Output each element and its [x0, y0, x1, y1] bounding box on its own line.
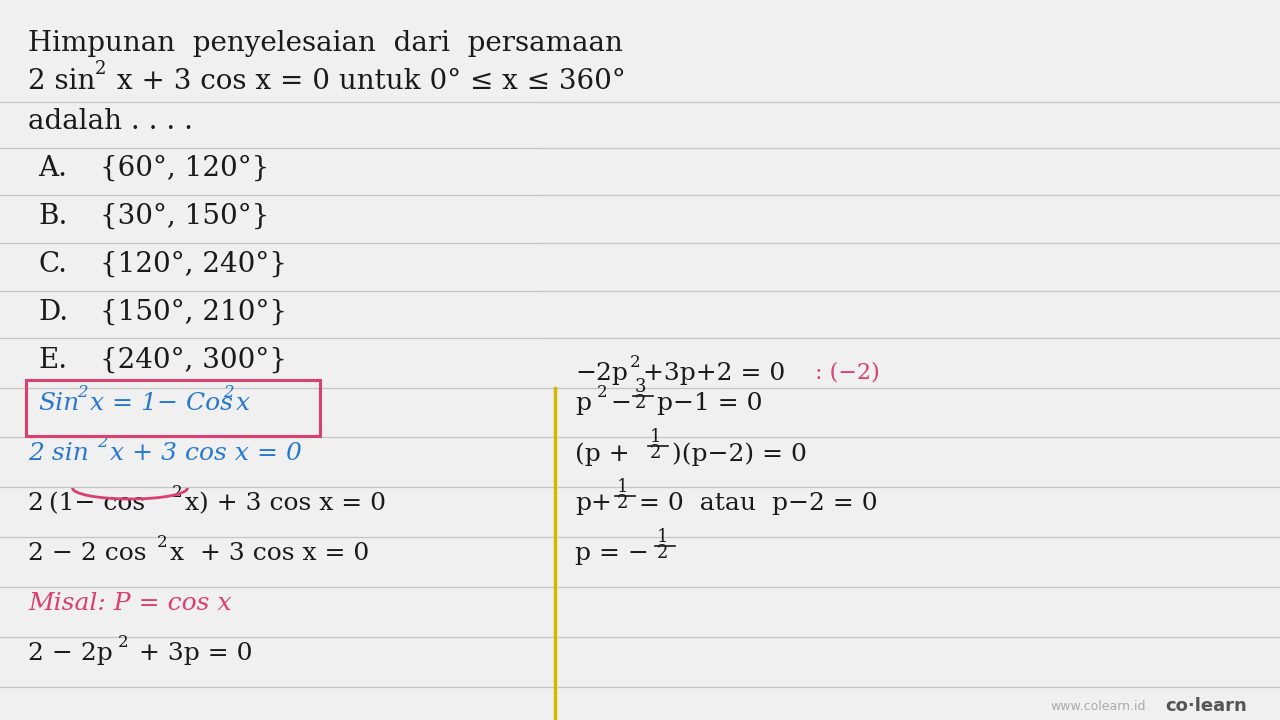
- Text: 2: 2: [77, 384, 87, 401]
- Text: {60°, 120°}: {60°, 120°}: [100, 155, 269, 182]
- Text: )(p−2) = 0: )(p−2) = 0: [672, 442, 806, 466]
- Text: x = 1− Cos: x = 1− Cos: [90, 392, 233, 415]
- Text: x + 3 cos x = 0: x + 3 cos x = 0: [110, 442, 302, 465]
- Text: −: −: [611, 392, 631, 415]
- Text: co·learn: co·learn: [1165, 697, 1247, 715]
- Text: 2: 2: [172, 484, 183, 501]
- Text: 2: 2: [596, 384, 608, 401]
- Text: 2 (1− cos: 2 (1− cos: [28, 492, 145, 515]
- Text: x: x: [236, 392, 250, 415]
- Text: D.: D.: [38, 299, 68, 326]
- Text: Himpunan  penyelesaian  dari  persamaan: Himpunan penyelesaian dari persamaan: [28, 30, 623, 57]
- Text: 2: 2: [157, 534, 168, 551]
- Text: x + 3 cos x = 0 untuk 0° ≤ x ≤ 360°: x + 3 cos x = 0 untuk 0° ≤ x ≤ 360°: [108, 68, 626, 95]
- Text: C.: C.: [38, 251, 67, 278]
- Text: 3: 3: [635, 378, 646, 396]
- Text: x) + 3 cos x = 0: x) + 3 cos x = 0: [186, 492, 387, 515]
- Text: p+: p+: [575, 492, 612, 515]
- Text: 2 − 2p: 2 − 2p: [28, 642, 113, 665]
- Text: {240°, 300°}: {240°, 300°}: [100, 347, 287, 374]
- Text: Sin: Sin: [38, 392, 79, 415]
- Text: 1: 1: [617, 478, 628, 496]
- Text: E.: E.: [38, 347, 67, 374]
- Text: 2: 2: [223, 384, 234, 401]
- Text: 2: 2: [617, 494, 628, 512]
- Text: 2: 2: [650, 444, 662, 462]
- Text: x  + 3 cos x = 0: x + 3 cos x = 0: [170, 542, 369, 565]
- Text: 1: 1: [650, 428, 662, 446]
- Text: +3p+2 = 0: +3p+2 = 0: [643, 362, 785, 385]
- Text: A.: A.: [38, 155, 67, 182]
- Text: 2: 2: [95, 60, 106, 78]
- Text: 2: 2: [118, 634, 128, 651]
- Text: 2: 2: [97, 434, 108, 451]
- Text: B.: B.: [38, 203, 68, 230]
- Text: 2: 2: [657, 544, 668, 562]
- Text: −2p: −2p: [575, 362, 628, 385]
- Text: {120°, 240°}: {120°, 240°}: [100, 251, 287, 278]
- Text: p: p: [575, 392, 591, 415]
- Text: adalah . . . .: adalah . . . .: [28, 108, 193, 135]
- Text: www.colearn.id: www.colearn.id: [1050, 700, 1146, 713]
- Text: 1: 1: [657, 528, 668, 546]
- Text: {30°, 150°}: {30°, 150°}: [100, 203, 269, 230]
- Text: 2: 2: [630, 354, 640, 371]
- Text: 2 sin: 2 sin: [28, 68, 96, 95]
- Text: 2: 2: [635, 394, 646, 412]
- Text: = 0  atau  p−2 = 0: = 0 atau p−2 = 0: [639, 492, 878, 515]
- Text: p = −: p = −: [575, 542, 649, 565]
- Text: + 3p = 0: + 3p = 0: [131, 642, 252, 665]
- Text: (p +: (p +: [575, 442, 630, 466]
- Text: p−1 = 0: p−1 = 0: [657, 392, 763, 415]
- Text: Misal: P = cos x: Misal: P = cos x: [28, 592, 232, 615]
- Text: 2 − 2 cos: 2 − 2 cos: [28, 542, 146, 565]
- Text: {150°, 210°}: {150°, 210°}: [100, 299, 287, 326]
- Text: : (−2): : (−2): [815, 362, 879, 384]
- Text: 2 sin: 2 sin: [28, 442, 88, 465]
